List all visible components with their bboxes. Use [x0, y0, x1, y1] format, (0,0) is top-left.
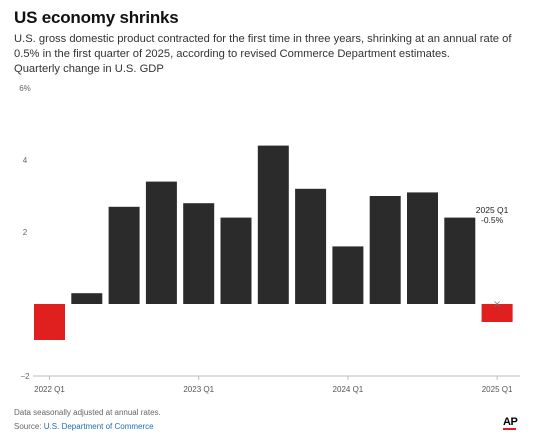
- source-link[interactable]: U.S. Department of Commerce: [43, 422, 154, 431]
- x-tick-label: 2023 Q1: [183, 385, 214, 394]
- ap-logo-bar: [503, 428, 516, 430]
- y-tick-label: 4: [23, 156, 28, 165]
- ap-logo: AP: [503, 416, 518, 430]
- bar-2023-q4: [295, 188, 327, 304]
- bar-2023-q2: [220, 217, 252, 304]
- x-tick-label: 2024 Q1: [333, 385, 364, 394]
- bar-2024-q2: [369, 196, 401, 304]
- x-tick-label: 2025 Q1: [482, 385, 513, 394]
- bar-2022-q2: [71, 293, 103, 304]
- bar-2024-q3: [407, 192, 438, 304]
- annotation-marker-b: [494, 301, 500, 307]
- source-prefix: Source:: [14, 422, 44, 431]
- bar-2022-q1: [34, 304, 65, 340]
- x-tick-label: 2022 Q1: [34, 385, 65, 394]
- chart-subtitle: U.S. gross domestic product contracted f…: [14, 33, 512, 60]
- data-note: Data seasonally adjusted at annual rates…: [14, 408, 161, 417]
- bar-2022-q4: [145, 181, 177, 304]
- y-tick-label: 2: [23, 228, 28, 237]
- bar-2025-q1: [481, 304, 513, 322]
- source-line: Source: U.S. Department of Commerce: [14, 422, 154, 431]
- chart-series-label: Quarterly change in U.S. GDP: [14, 63, 164, 75]
- bar-2023-q3: [257, 145, 289, 304]
- bar-2022-q3: [108, 206, 140, 304]
- bar-2024-q4: [444, 217, 476, 304]
- y-tick-label: −2: [20, 372, 30, 381]
- chart-title: US economy shrinks: [14, 8, 179, 27]
- annotation-value: -0.5%: [481, 215, 504, 225]
- ap-logo-text: AP: [503, 416, 518, 428]
- annotation-label: 2025 Q1: [476, 205, 509, 215]
- bar-2024-q1: [332, 246, 364, 304]
- bar-2023-q1: [183, 203, 215, 304]
- gdp-bar-chart: 6% 4 2 −2 2022 Q1 2023 Q1 2024 Q1 2025 Q1 2025 Q…: [19, 84, 520, 394]
- y-tick-label: 6%: [19, 84, 31, 93]
